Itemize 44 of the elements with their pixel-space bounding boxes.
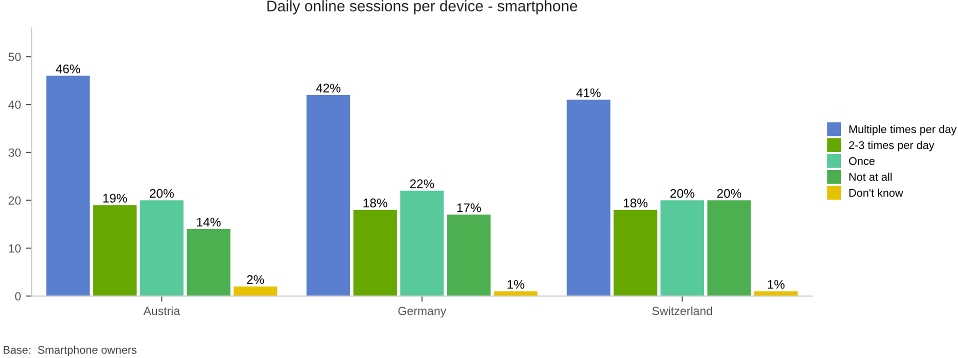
- bar: [400, 190, 444, 296]
- legend-label: 2-3 times per day: [849, 140, 934, 152]
- data-label: 1%: [768, 280, 785, 289]
- x-tick-label: Switzerland: [652, 306, 712, 316]
- y-tick-label: 40: [8, 100, 21, 109]
- bar: [46, 76, 90, 296]
- bar: [93, 205, 137, 296]
- bar: [660, 200, 704, 296]
- bar: [447, 214, 491, 296]
- data-label: 20%: [670, 188, 694, 198]
- data-label: 2%: [247, 275, 264, 284]
- y-tick-label: 30: [8, 148, 21, 157]
- data-label: 14%: [197, 218, 221, 227]
- legend-label: Not at all: [849, 172, 892, 181]
- bar: [234, 286, 278, 296]
- bar: [566, 100, 610, 296]
- legend-label: Multiple times per day: [849, 124, 957, 136]
- legend-label: Don't know: [849, 188, 904, 197]
- data-label: 17%: [457, 203, 481, 212]
- bar: [614, 210, 658, 296]
- data-label: 20%: [150, 188, 174, 198]
- legend-label: Once: [849, 157, 875, 165]
- data-label: 1%: [508, 280, 524, 289]
- bar: [186, 229, 230, 296]
- bar: [306, 94, 350, 296]
- data-label: 19%: [103, 194, 127, 203]
- data-label: 22%: [410, 179, 434, 188]
- x-tick-label: Austria: [143, 306, 180, 316]
- bar: [140, 200, 184, 296]
- y-tick-label: 0: [15, 292, 21, 300]
- y-tick-label: 50: [8, 52, 21, 62]
- y-tick-label: 20: [8, 196, 21, 205]
- data-label: 20%: [717, 188, 742, 198]
- bar: [707, 200, 751, 296]
- data-label: 42%: [316, 84, 340, 92]
- bar: [353, 210, 397, 296]
- text: Base: Smartphone owners: [4, 346, 136, 356]
- data-label: 46%: [56, 64, 80, 74]
- y-tick-label: 10: [8, 244, 21, 253]
- data-label: 18%: [364, 198, 388, 208]
- x-tick-label: Germany: [398, 306, 446, 318]
- chart-title: Daily online sessions per device - smartphone: [267, 0, 578, 14]
- data-label: 18%: [624, 198, 648, 208]
- data-label: 41%: [576, 88, 601, 98]
